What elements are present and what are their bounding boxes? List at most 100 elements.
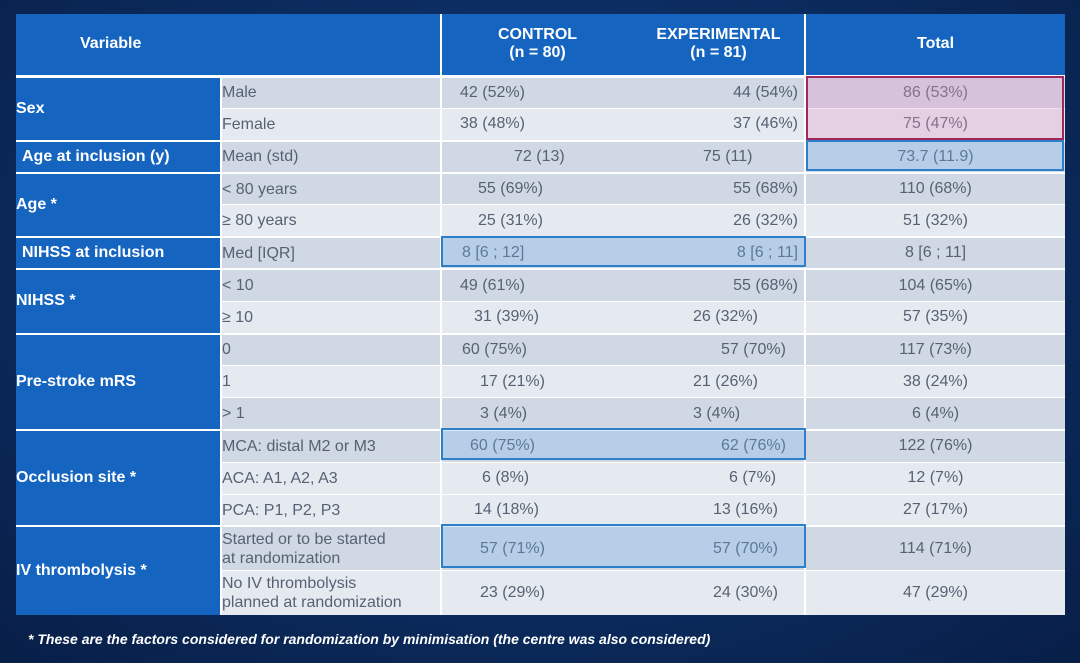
table-row: NIHSS * < 10 49 (61%) 55 (68%) 104 (65%) <box>16 269 1065 335</box>
table-row: Pre-stroke mRS 0 60 (75%) 57 (70%) 117 (… <box>16 333 1065 432</box>
experimental-value: 21 (26%) <box>633 365 805 399</box>
row-label-line1: No IV thrombolysis <box>222 575 357 593</box>
row-label: < 80 years <box>221 172 442 206</box>
table-row: Age at inclusion (y) Mean (std) 72 (13) … <box>16 140 1065 174</box>
row-label: Mean (std) <box>221 140 442 174</box>
experimental-value: 55 (68%) <box>633 269 805 302</box>
control-value: 55 (69%) <box>441 172 633 206</box>
variable-iv-thrombolysis: IV thrombolysis * <box>16 526 222 615</box>
control-value: 17 (21%) <box>441 365 633 399</box>
row-label: ≥ 10 <box>221 301 442 335</box>
total-value: 75 (47%) <box>804 108 1065 142</box>
variable-age: Age * <box>16 172 222 239</box>
experimental-value: 3 (4%) <box>633 397 805 432</box>
total-value: 12 (7%) <box>804 462 1065 495</box>
header-control: CONTROL (n = 80) <box>441 14 633 78</box>
header-control-n: (n = 80) <box>509 44 566 62</box>
total-value: 51 (32%) <box>804 204 1065 239</box>
row-label: No IV thrombolysis planned at randomizat… <box>221 570 442 615</box>
total-value: 57 (35%) <box>804 301 1065 335</box>
row-label: MCA: distal M2 or M3 <box>221 430 442 463</box>
control-value: 31 (39%) <box>441 301 633 335</box>
table-row: No IV thrombolysis planned at randomizat… <box>16 570 1065 615</box>
baseline-characteristics-table: Variable CONTROL (n = 80) EXPERIMENTAL (… <box>16 14 1065 615</box>
total-value: 6 (4%) <box>804 397 1065 432</box>
control-value: 3 (4%) <box>441 397 633 432</box>
row-label: Female <box>221 108 442 142</box>
row-label: 1 <box>221 365 442 399</box>
table-row: Age * < 80 years 55 (69%) 55 (68%) 110 (… <box>16 172 1065 239</box>
table-header-row: Variable CONTROL (n = 80) EXPERIMENTAL (… <box>16 14 1065 78</box>
table-row: ≥ 80 years 25 (31%) 26 (32%) 51 (32%) <box>16 204 1065 239</box>
header-variable: Variable <box>16 14 442 78</box>
row-label: ≥ 80 years <box>221 204 442 239</box>
variable-nihss-at-inclusion: NIHSS at inclusion <box>16 237 222 271</box>
table-row: Female 38 (48%) 37 (46%) 75 (47%) <box>16 108 1065 142</box>
header-experimental-title: EXPERIMENTAL <box>656 26 781 44</box>
header-experimental: EXPERIMENTAL (n = 81) <box>633 14 805 78</box>
control-value: 49 (61%) <box>441 269 633 302</box>
experimental-value: 57 (70%) <box>633 333 805 367</box>
experimental-value: 37 (46%) <box>633 108 805 142</box>
table-row: IV thrombolysis * Started or to be start… <box>16 526 1065 615</box>
variable-pre-stroke-mrs: Pre-stroke mRS <box>16 333 222 432</box>
table-row: > 1 3 (4%) 3 (4%) 6 (4%) <box>16 397 1065 432</box>
total-value: 122 (76%) <box>804 430 1065 463</box>
control-value: 14 (18%) <box>441 494 633 528</box>
total-value: 110 (68%) <box>804 172 1065 206</box>
control-value: 8 [6 ; 12] <box>441 237 633 271</box>
total-value: 47 (29%) <box>804 570 1065 615</box>
control-value: 72 (13) <box>441 140 633 174</box>
row-label: 0 <box>221 333 442 367</box>
table-row: Occlusion site * MCA: distal M2 or M3 60… <box>16 430 1065 528</box>
total-value: 73.7 (11.9) <box>804 140 1065 174</box>
total-value: 38 (24%) <box>804 365 1065 399</box>
footnote: * These are the factors considered for r… <box>28 631 711 647</box>
total-value: 117 (73%) <box>804 333 1065 367</box>
experimental-value: 8 [6 ; 11] <box>633 237 805 271</box>
header-total: Total <box>804 14 1065 78</box>
row-label: < 10 <box>221 269 442 302</box>
row-label: PCA: P1, P2, P3 <box>221 494 442 528</box>
experimental-value: 24 (30%) <box>633 570 805 615</box>
total-value: 86 (53%) <box>804 76 1065 109</box>
total-value: 8 [6 ; 11] <box>804 237 1065 271</box>
row-label-line1: Started or to be started <box>222 530 386 548</box>
experimental-value: 13 (16%) <box>633 494 805 528</box>
total-value: 104 (65%) <box>804 269 1065 302</box>
row-label: Started or to be started at randomizatio… <box>221 526 442 572</box>
variable-occlusion-site: Occlusion site * <box>16 430 222 528</box>
header-control-title: CONTROL <box>497 26 578 44</box>
table-row: ACA: A1, A2, A3 6 (8%) 6 (7%) 12 (7%) <box>16 462 1065 495</box>
total-value: 27 (17%) <box>804 494 1065 528</box>
row-label: > 1 <box>221 397 442 432</box>
table-row: Sex Male 42 (52%) 44 (54%) 86 (53%) <box>16 76 1065 142</box>
total-value: 114 (71%) <box>804 526 1065 572</box>
control-value: 60 (75%) <box>441 430 633 463</box>
control-value: 25 (31%) <box>441 204 633 239</box>
table-row: ≥ 10 31 (39%) 26 (32%) 57 (35%) <box>16 301 1065 335</box>
experimental-value: 6 (7%) <box>633 462 805 495</box>
table-row: 1 17 (21%) 21 (26%) 38 (24%) <box>16 365 1065 399</box>
table-row: PCA: P1, P2, P3 14 (18%) 13 (16%) 27 (17… <box>16 494 1065 528</box>
experimental-value: 62 (76%) <box>633 430 805 463</box>
control-value: 60 (75%) <box>441 333 633 367</box>
row-label-line2: at randomization <box>222 549 341 567</box>
header-experimental-n: (n = 81) <box>690 44 747 62</box>
control-value: 23 (29%) <box>441 570 633 615</box>
variable-sex: Sex <box>16 76 222 142</box>
control-value: 38 (48%) <box>441 108 633 142</box>
control-value: 57 (71%) <box>441 526 633 572</box>
experimental-value: 44 (54%) <box>633 76 805 109</box>
row-label: Med [IQR] <box>221 237 442 271</box>
experimental-value: 57 (70%) <box>633 526 805 572</box>
control-value: 6 (8%) <box>441 462 633 495</box>
variable-nihss: NIHSS * <box>16 269 222 335</box>
experimental-value: 55 (68%) <box>633 172 805 206</box>
experimental-value: 26 (32%) <box>633 204 805 239</box>
experimental-value: 26 (32%) <box>633 301 805 335</box>
experimental-value: 75 (11) <box>633 140 805 174</box>
variable-age-at-inclusion: Age at inclusion (y) <box>16 140 222 174</box>
row-label-line2: planned at randomization <box>222 594 402 612</box>
control-value: 42 (52%) <box>441 76 633 109</box>
